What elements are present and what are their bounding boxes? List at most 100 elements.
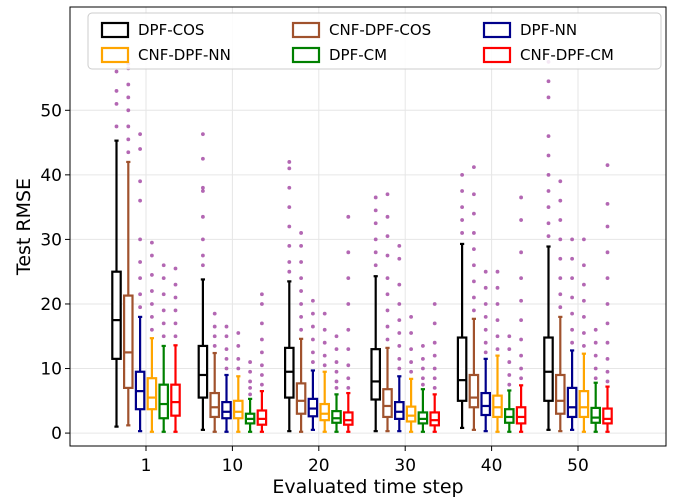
box-cnf-dpf-cm-t20 <box>343 214 354 433</box>
outlier-point <box>546 234 551 239</box>
outlier-point <box>582 263 586 268</box>
outlier-point <box>421 376 425 381</box>
box-iqr <box>331 410 342 424</box>
y-tick-label: 50 <box>40 101 62 121</box>
outlier-point <box>546 189 551 193</box>
outlier-point <box>201 237 205 242</box>
outlier-point <box>472 263 476 268</box>
legend-swatch <box>100 21 130 39</box>
legend-item-cnf-dpf-cos: CNF-DPF-COS <box>291 21 431 39</box>
outlier-point <box>138 292 143 297</box>
outlier-point <box>201 263 205 268</box>
outlier-point <box>605 163 610 168</box>
outlier-point <box>409 331 413 335</box>
outlier-point <box>138 147 143 151</box>
outlier-point <box>373 221 378 226</box>
outlier-point <box>322 327 327 332</box>
outlier-point <box>397 256 402 261</box>
outlier-point <box>150 289 154 293</box>
outlier-point <box>570 295 574 300</box>
outlier-point <box>311 360 315 364</box>
outlier-point <box>495 334 500 339</box>
outlier-point <box>150 253 154 258</box>
outlier-point <box>432 302 437 306</box>
outlier-point <box>483 340 488 345</box>
outlier-point <box>260 382 264 387</box>
outlier-point <box>432 353 437 358</box>
legend-item-dpf-cos: DPF-COS <box>100 21 204 39</box>
outlier-point <box>260 321 264 326</box>
legend: DPF-COS CNF-DPF-COS DPF-NN CNF-DPF-NN DPF-CM… <box>87 12 662 70</box>
outlier-point <box>397 318 402 323</box>
box-dpf-nn-t30 <box>394 243 405 433</box>
outlier-point <box>582 314 586 319</box>
outlier-point <box>346 214 351 219</box>
outlier-point <box>558 292 563 297</box>
outlier-point <box>519 353 523 358</box>
outlier-point <box>460 172 464 177</box>
outlier-point <box>173 295 178 300</box>
outlier-point <box>570 340 574 345</box>
outlier-point <box>432 340 437 345</box>
outlier-point <box>373 237 378 242</box>
box-iqr <box>456 336 468 402</box>
box-dpf-cm-t30 <box>417 344 429 433</box>
outlier-point <box>138 179 143 184</box>
outlier-point <box>558 305 563 310</box>
outlier-point <box>385 292 390 297</box>
outlier-point <box>311 311 315 316</box>
outlier-point <box>385 192 390 197</box>
outlier-point <box>173 266 178 271</box>
outlier-point <box>287 205 292 210</box>
outlier-point <box>385 308 390 313</box>
box-dpf-cm-t1 <box>158 263 169 433</box>
series-dpf-nn <box>134 132 578 433</box>
outlier-point <box>385 253 390 258</box>
outlier-point <box>483 314 488 319</box>
outlier-point <box>138 260 143 264</box>
outlier-point <box>385 234 390 239</box>
outlier-point <box>472 247 476 251</box>
outlier-point <box>519 366 523 371</box>
legend-swatch <box>482 21 512 39</box>
box-iqr <box>209 391 220 419</box>
outlier-point <box>460 218 464 222</box>
outlier-point <box>472 192 476 197</box>
outlier-point <box>519 376 523 381</box>
x-tick-label: 1 <box>141 456 152 476</box>
outlier-point <box>507 373 512 377</box>
box-iqr <box>343 411 354 426</box>
outlier-point <box>287 260 292 264</box>
outlier-point <box>248 392 253 397</box>
outlier-point <box>322 353 327 358</box>
outlier-point <box>472 308 476 313</box>
outlier-point <box>421 344 425 348</box>
box-cnf-dpf-cm-t30 <box>429 302 440 433</box>
outlier-point <box>138 198 143 203</box>
outlier-point <box>114 124 119 129</box>
box-iqr <box>295 382 307 415</box>
outlier-point <box>460 231 464 235</box>
outlier-point <box>546 79 551 84</box>
outlier-point <box>507 360 512 364</box>
outlier-point <box>570 276 574 281</box>
box-dpf-cm-t20 <box>331 334 342 433</box>
outlier-point <box>605 379 610 384</box>
y-axis-label: Test RMSE <box>13 178 35 276</box>
box-iqr <box>468 373 480 409</box>
outlier-point <box>373 208 378 213</box>
outlier-point <box>299 243 303 248</box>
outlier-point <box>582 282 586 287</box>
outlier-point <box>483 302 488 306</box>
outlier-point <box>126 124 131 129</box>
box-iqr <box>319 402 330 422</box>
outlier-point <box>582 344 586 348</box>
legend-label: DPF-COS <box>138 21 204 39</box>
outlier-point <box>311 350 315 355</box>
box-iqr <box>554 373 566 415</box>
box-cnf-dpf-cos-t50 <box>554 179 566 433</box>
outlier-point <box>397 366 402 371</box>
box-iqr <box>590 406 601 424</box>
outlier-point <box>248 385 253 390</box>
outlier-point <box>472 279 476 284</box>
